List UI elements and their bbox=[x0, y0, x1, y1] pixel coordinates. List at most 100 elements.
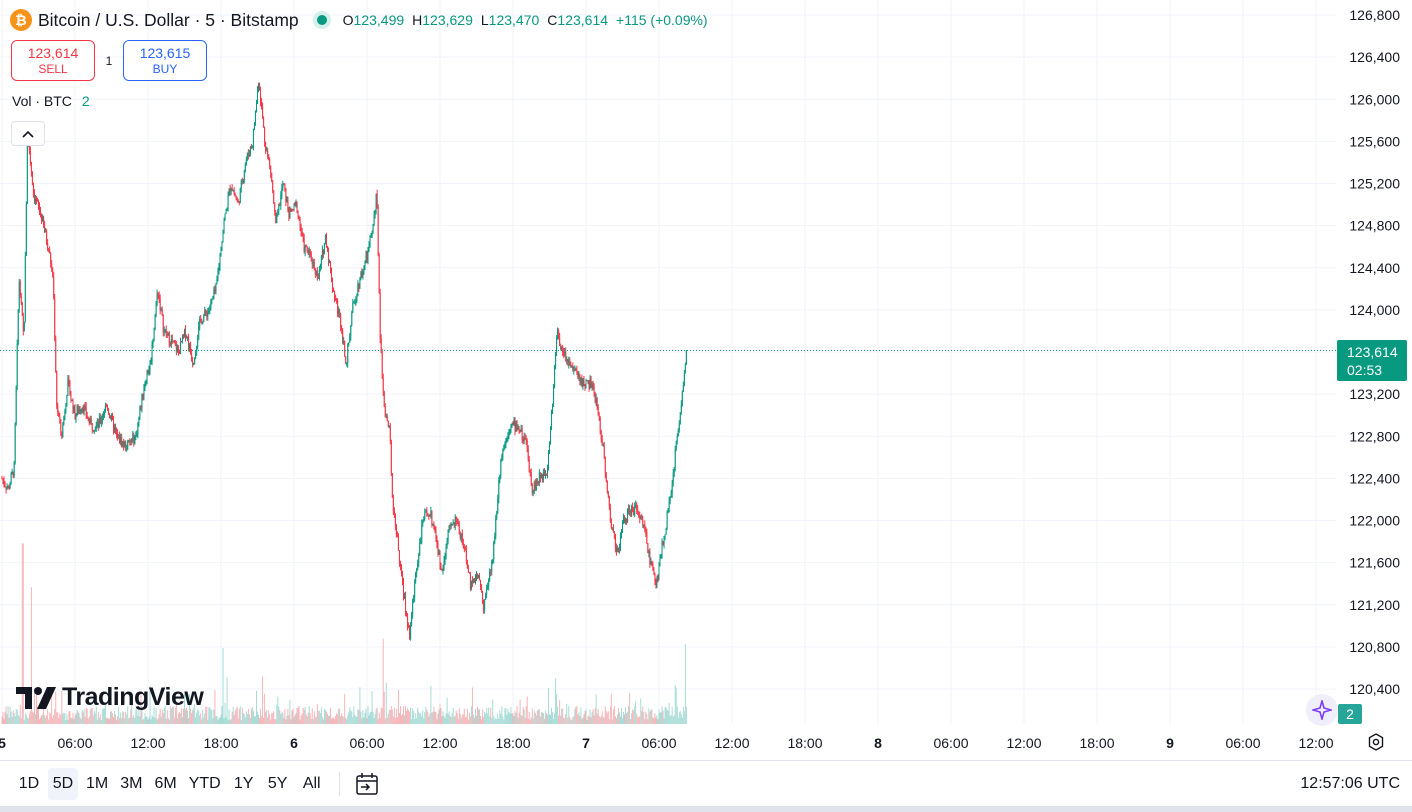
go-to-date-icon[interactable] bbox=[354, 771, 380, 797]
volume-bar bbox=[670, 715, 672, 724]
collapse-legend-button[interactable] bbox=[11, 121, 45, 146]
candle-body bbox=[194, 358, 196, 365]
volume-bar bbox=[231, 711, 233, 724]
volume-bar bbox=[120, 712, 122, 724]
candle-body bbox=[202, 321, 204, 324]
candle-body bbox=[217, 271, 219, 280]
volume-bar bbox=[213, 709, 215, 724]
candle-body bbox=[32, 185, 34, 194]
timeframe-selector: 1D 5D 1M 3M 6M YTD 1Y 5Y All bbox=[10, 768, 327, 800]
volume-bar bbox=[366, 718, 368, 724]
timeframe-1m[interactable]: 1M bbox=[86, 775, 109, 792]
candle-body bbox=[15, 386, 17, 425]
candle-body bbox=[615, 547, 617, 553]
price-tick-label: 122,000 bbox=[1349, 513, 1400, 529]
volume-bar bbox=[263, 717, 265, 724]
volume-bar bbox=[513, 716, 515, 724]
candle-body bbox=[335, 299, 337, 301]
candle-body bbox=[344, 341, 346, 357]
volume-bar bbox=[348, 712, 350, 724]
candle-body bbox=[538, 473, 540, 484]
volume-bar bbox=[101, 709, 103, 724]
volume-bar bbox=[494, 719, 496, 724]
candle-body bbox=[625, 518, 627, 523]
chart-pane[interactable] bbox=[0, 0, 1336, 725]
timeframe-1d[interactable]: 1D bbox=[18, 775, 40, 792]
timeframe-5d[interactable]: 5D bbox=[48, 768, 78, 800]
volume-bar bbox=[208, 707, 210, 724]
candle-body bbox=[6, 487, 8, 490]
volume-bar bbox=[388, 709, 390, 724]
price-tick-label: 126,000 bbox=[1349, 91, 1400, 107]
volume-bar bbox=[268, 710, 270, 724]
volume-bar bbox=[664, 707, 666, 724]
volume-bar bbox=[203, 717, 205, 724]
volume-bar bbox=[401, 714, 403, 724]
volume-bar bbox=[234, 710, 236, 724]
volume-bar bbox=[460, 717, 462, 724]
candle-body bbox=[236, 200, 238, 202]
volume-bar bbox=[355, 715, 357, 724]
symbol-title[interactable]: Bitcoin / U.S. Dollar · 5 · Bitstamp bbox=[38, 9, 299, 30]
volume-bar bbox=[286, 715, 288, 724]
timeframe-1y[interactable]: 1Y bbox=[233, 775, 254, 792]
utc-clock[interactable]: 12:57:06 UTC bbox=[1300, 775, 1400, 792]
volume-bar bbox=[669, 715, 671, 724]
gear-icon[interactable] bbox=[1365, 731, 1387, 753]
candle-body bbox=[244, 163, 246, 171]
trade-panel: 123,614 SELL 1 123,615 BUY bbox=[11, 40, 207, 81]
volume-bar bbox=[656, 715, 658, 724]
volume-bar bbox=[489, 716, 491, 724]
volume-legend[interactable]: Vol · BTC 2 bbox=[12, 93, 90, 109]
candle-body bbox=[83, 405, 85, 413]
volume-bar bbox=[465, 716, 467, 724]
timeframe-3m[interactable]: 3M bbox=[120, 775, 143, 792]
candle-body bbox=[443, 560, 445, 567]
price-axis[interactable]: 120,400 120,800 121,200 121,600 122,000 122,4… bbox=[1349, 7, 1400, 697]
candle-body bbox=[297, 212, 299, 216]
candle-body bbox=[554, 365, 556, 388]
volume-bar bbox=[374, 713, 376, 724]
timeframe-ytd[interactable]: YTD bbox=[188, 775, 221, 792]
volume-bar bbox=[482, 709, 484, 724]
volume-bar bbox=[397, 689, 399, 724]
volume-bar bbox=[134, 718, 136, 724]
candle-body bbox=[72, 399, 74, 412]
candle-body bbox=[484, 599, 486, 610]
sell-button[interactable]: 123,614 SELL bbox=[11, 40, 95, 81]
candle-body bbox=[255, 102, 257, 111]
market-open-icon[interactable] bbox=[312, 11, 331, 29]
timeframe-6m[interactable]: 6M bbox=[154, 775, 177, 792]
time-tick-label: 9 bbox=[1166, 735, 1174, 751]
candle-body bbox=[237, 200, 239, 202]
candle-body bbox=[620, 529, 622, 535]
candle-body bbox=[632, 506, 634, 511]
buy-button[interactable]: 123,615 BUY bbox=[123, 40, 207, 81]
ai-assistant-button[interactable] bbox=[1306, 694, 1338, 726]
volume-bar bbox=[39, 719, 41, 724]
volume-bar bbox=[69, 711, 71, 724]
candle-body bbox=[203, 316, 205, 322]
tradingview-logo[interactable]: TradingView bbox=[16, 683, 204, 712]
timeframe-all[interactable]: All bbox=[302, 775, 321, 792]
volume-bar bbox=[334, 719, 336, 724]
price-chart[interactable]: 120,400 120,800 121,200 121,600 122,000 122,4… bbox=[0, 0, 1412, 760]
candle-body bbox=[51, 264, 53, 268]
candle-body bbox=[175, 344, 177, 352]
candle-body bbox=[59, 416, 61, 420]
volume-bar bbox=[337, 714, 339, 724]
candle-body bbox=[676, 435, 678, 442]
candle-body bbox=[509, 429, 511, 431]
volume-bar bbox=[173, 717, 175, 724]
candle-body bbox=[168, 332, 170, 345]
price-tick-label: 121,200 bbox=[1349, 597, 1400, 613]
time-tick-label: 8 bbox=[874, 735, 882, 751]
candle-body bbox=[17, 309, 19, 344]
candle-body bbox=[624, 518, 626, 523]
timeframe-5y[interactable]: 5Y bbox=[267, 775, 288, 792]
time-axis[interactable]: 5 06:00 12:00 18:00 6 06:00 12:00 18:00 7 06:00 12… bbox=[0, 735, 1334, 751]
volume-bar bbox=[188, 718, 190, 724]
volume-bar bbox=[365, 708, 367, 724]
candle-body bbox=[657, 576, 659, 580]
volume-bar bbox=[437, 713, 439, 724]
